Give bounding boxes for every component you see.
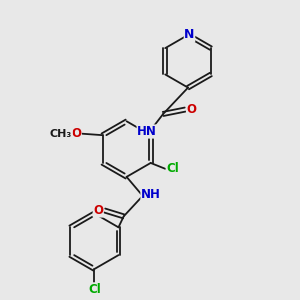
Text: O: O [187,103,196,116]
Text: CH₃: CH₃ [50,129,72,139]
Text: Cl: Cl [166,162,179,175]
Text: O: O [93,204,103,217]
Text: HN: HN [137,125,157,138]
Text: Cl: Cl [88,283,101,296]
Text: NH: NH [141,188,161,201]
Text: N: N [184,28,195,41]
Text: O: O [71,127,81,140]
